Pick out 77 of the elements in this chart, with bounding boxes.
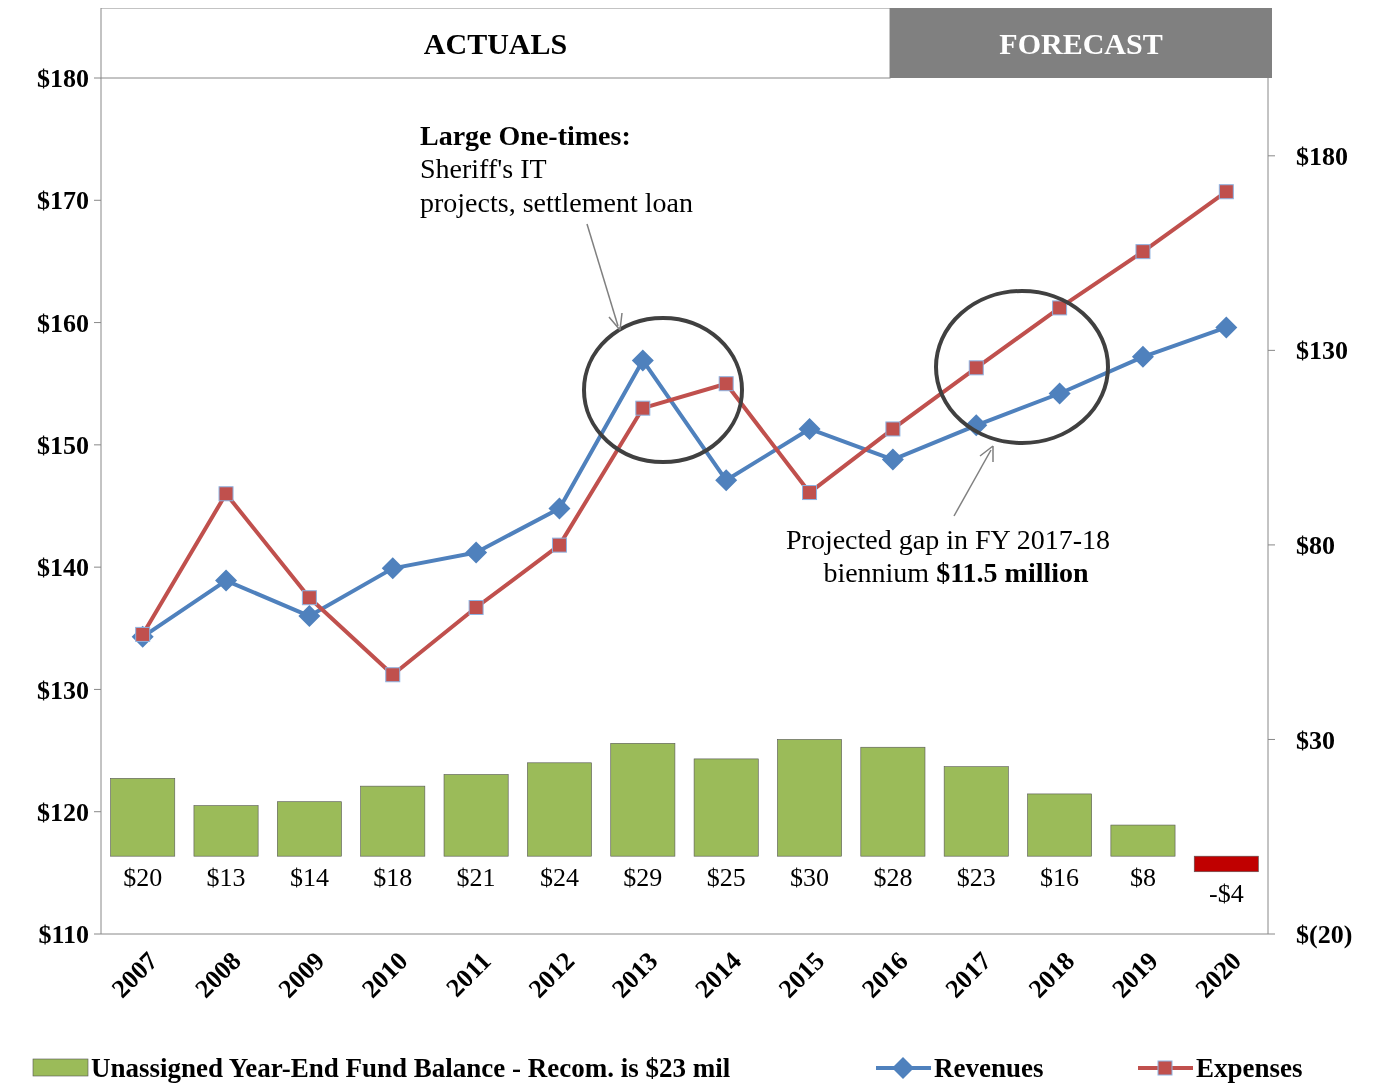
data-label: $30 [790, 863, 830, 893]
data-label: -$4 [1208, 878, 1244, 908]
point [468, 600, 484, 615]
text: FORECAST [999, 27, 1163, 60]
annotation: Large One-times: [420, 120, 631, 151]
point [298, 605, 321, 628]
point [215, 569, 238, 592]
y2-tick-label: $(20) [1296, 920, 1353, 950]
bar [193, 805, 259, 857]
bar [610, 743, 676, 857]
point [1218, 184, 1234, 200]
point [1131, 345, 1154, 368]
annotation: $11.5 million [936, 557, 1090, 588]
y2-tick-label: $180 [1296, 141, 1348, 171]
data-label: $13 [206, 863, 246, 893]
data-label: $14 [289, 863, 329, 893]
y-tick-label: $130 [37, 675, 89, 705]
annotation: biennium [823, 557, 937, 588]
y2-tick-label: $30 [1296, 725, 1335, 755]
data-label: $24 [539, 863, 579, 893]
bar [777, 739, 842, 857]
point [798, 417, 821, 440]
y-tick-label: $160 [37, 308, 89, 338]
bar [1027, 793, 1092, 857]
point [551, 537, 567, 553]
point [1052, 300, 1068, 316]
bar [443, 774, 509, 857]
point [218, 486, 234, 502]
y2-tick-label: $80 [1296, 531, 1335, 561]
point [1215, 316, 1238, 339]
bar [527, 762, 592, 857]
legend-label: Revenues [934, 1053, 1044, 1084]
bar [943, 766, 1009, 857]
point [881, 448, 904, 471]
bar [860, 746, 926, 857]
data-label: $28 [873, 863, 913, 893]
y-tick-label: $170 [37, 186, 89, 216]
bar [110, 778, 176, 857]
point [1135, 244, 1151, 260]
point [968, 360, 984, 376]
y-tick-label: $150 [37, 430, 89, 460]
bar [693, 758, 759, 857]
bar [277, 801, 342, 857]
point [631, 349, 654, 372]
point [1048, 382, 1071, 405]
y-tick-label: $110 [38, 920, 89, 950]
y-tick-label: $180 [37, 64, 89, 94]
text: ACTUALS [423, 27, 568, 60]
point [885, 421, 901, 437]
y2-tick-label: $130 [1296, 336, 1348, 366]
point [381, 557, 404, 580]
legend-label: Expenses [1196, 1053, 1303, 1084]
data-label: $8 [1129, 863, 1156, 893]
annotation: projects, settlement loan [420, 187, 693, 218]
data-label: $16 [1040, 863, 1080, 893]
point [465, 541, 488, 564]
point [802, 485, 818, 501]
annotation: Sheriff's IT [420, 153, 547, 184]
point [385, 667, 401, 683]
y-tick-label: $120 [37, 797, 89, 827]
bar [360, 785, 426, 857]
data-label: $18 [373, 863, 413, 893]
data-label: $20 [123, 863, 163, 893]
legend-label: Unassigned Year-End Fund Balance - Recom. is $23 mil [91, 1053, 731, 1084]
data-label: $25 [706, 863, 746, 893]
data-label: $29 [623, 863, 663, 893]
point [635, 400, 651, 416]
data-label: $23 [956, 863, 996, 893]
annotation: Projected gap in FY 2017-18 [785, 524, 1111, 555]
y-tick-label: $140 [37, 553, 89, 583]
point [301, 590, 317, 606]
data-label: $21 [456, 863, 496, 893]
point [715, 469, 738, 492]
point [548, 497, 571, 520]
bar [1110, 824, 1176, 857]
point [718, 376, 734, 392]
bar [1193, 855, 1259, 873]
